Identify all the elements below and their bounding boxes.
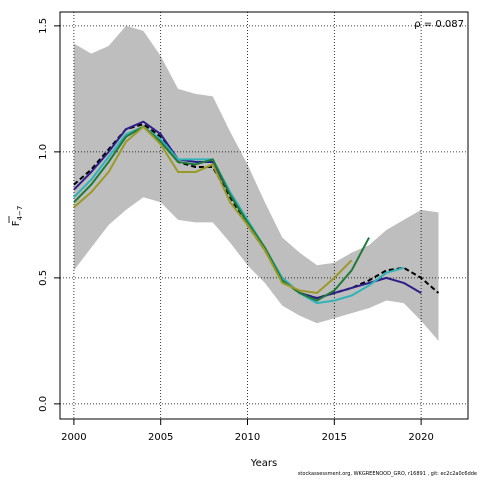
y-axis-title-main: F [11,220,22,226]
y-axis-title: F4−7 [8,206,24,227]
x-tick-label-2: 2010 [235,432,260,443]
y-tick-label-3: 1.5 [38,18,49,34]
svg-text:F4−7: F4−7 [11,206,24,227]
y-tick-label-0: 0.0 [38,396,49,412]
series-line-4 [73,125,353,294]
plot-frame [59,11,469,420]
y-tick-label-2: 1.0 [38,144,49,160]
x-axis-title: Years [250,458,277,469]
y-tick-label-1: 0.5 [38,270,49,286]
series-line-2 [73,125,405,305]
series-line-3 [73,125,370,302]
x-tick-label-3: 2015 [322,432,347,443]
x-axis-ticks: 2000 2005 2010 2015 2020 [61,419,434,443]
x-tick-label-4: 2020 [408,432,433,443]
gridlines [60,12,468,419]
x-tick-label-1: 2005 [148,432,173,443]
confidence-band [73,25,439,341]
y-axis-ticks: 0.0 0.5 1.0 1.5 [38,18,60,412]
confidence-band-layer [73,25,439,341]
x-tick-label-0: 2000 [61,432,86,443]
y-axis-title-sub: 4−7 [16,206,24,221]
series-lines [73,120,440,305]
rho-annotation: ρ = 0.087 [414,19,464,30]
footer-credit: stockassessment.org, WKGREENOOD_GRO, r16… [297,471,477,477]
